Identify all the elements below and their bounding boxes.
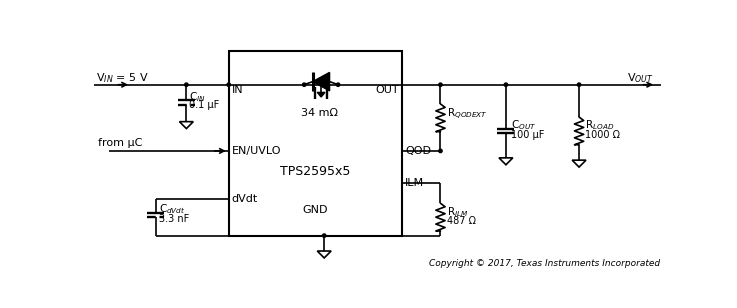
Text: IN: IN xyxy=(232,85,243,95)
Bar xyxy=(228,51,402,236)
Text: 0.1 μF: 0.1 μF xyxy=(189,100,220,111)
Text: R$_{QODEXT}$: R$_{QODEXT}$ xyxy=(447,106,487,122)
Text: R$_{LOAD}$: R$_{LOAD}$ xyxy=(585,119,615,132)
Polygon shape xyxy=(179,122,193,128)
Text: V$_{OUT}$: V$_{OUT}$ xyxy=(627,71,654,85)
Circle shape xyxy=(185,83,188,86)
Polygon shape xyxy=(317,251,331,258)
Text: QOD: QOD xyxy=(405,146,431,156)
Text: ILM: ILM xyxy=(405,178,425,188)
Text: 487 Ω: 487 Ω xyxy=(447,216,475,226)
Text: C$_{IN}$: C$_{IN}$ xyxy=(189,90,206,104)
Polygon shape xyxy=(312,72,329,91)
Text: C$_{OUT}$: C$_{OUT}$ xyxy=(511,119,536,132)
Circle shape xyxy=(504,83,508,86)
Text: Copyright © 2017, Texas Instruments Incorporated: Copyright © 2017, Texas Instruments Inco… xyxy=(429,259,660,268)
Text: TPS2595x5: TPS2595x5 xyxy=(280,165,351,178)
Text: 3.3 nF: 3.3 nF xyxy=(158,214,189,224)
Polygon shape xyxy=(572,160,586,167)
Circle shape xyxy=(439,83,442,86)
Circle shape xyxy=(323,234,326,237)
Circle shape xyxy=(336,83,340,86)
Text: from μC: from μC xyxy=(98,138,142,148)
Text: GND: GND xyxy=(303,205,328,215)
Text: 34 mΩ: 34 mΩ xyxy=(301,108,338,118)
Circle shape xyxy=(227,83,231,86)
Polygon shape xyxy=(317,92,325,97)
Text: R$_{ILM}$: R$_{ILM}$ xyxy=(447,205,468,219)
Text: OUT: OUT xyxy=(375,85,399,95)
Text: EN/UVLO: EN/UVLO xyxy=(232,146,282,156)
Text: C$_{dVdt}$: C$_{dVdt}$ xyxy=(158,202,185,216)
Text: 100 μF: 100 μF xyxy=(511,130,544,140)
Text: 1000 Ω: 1000 Ω xyxy=(585,130,621,140)
Circle shape xyxy=(302,83,306,86)
Polygon shape xyxy=(499,158,513,165)
Text: V$_{IN}$ = 5 V: V$_{IN}$ = 5 V xyxy=(96,71,148,85)
Circle shape xyxy=(577,83,581,86)
Circle shape xyxy=(439,149,442,152)
Text: dVdt: dVdt xyxy=(232,194,258,204)
